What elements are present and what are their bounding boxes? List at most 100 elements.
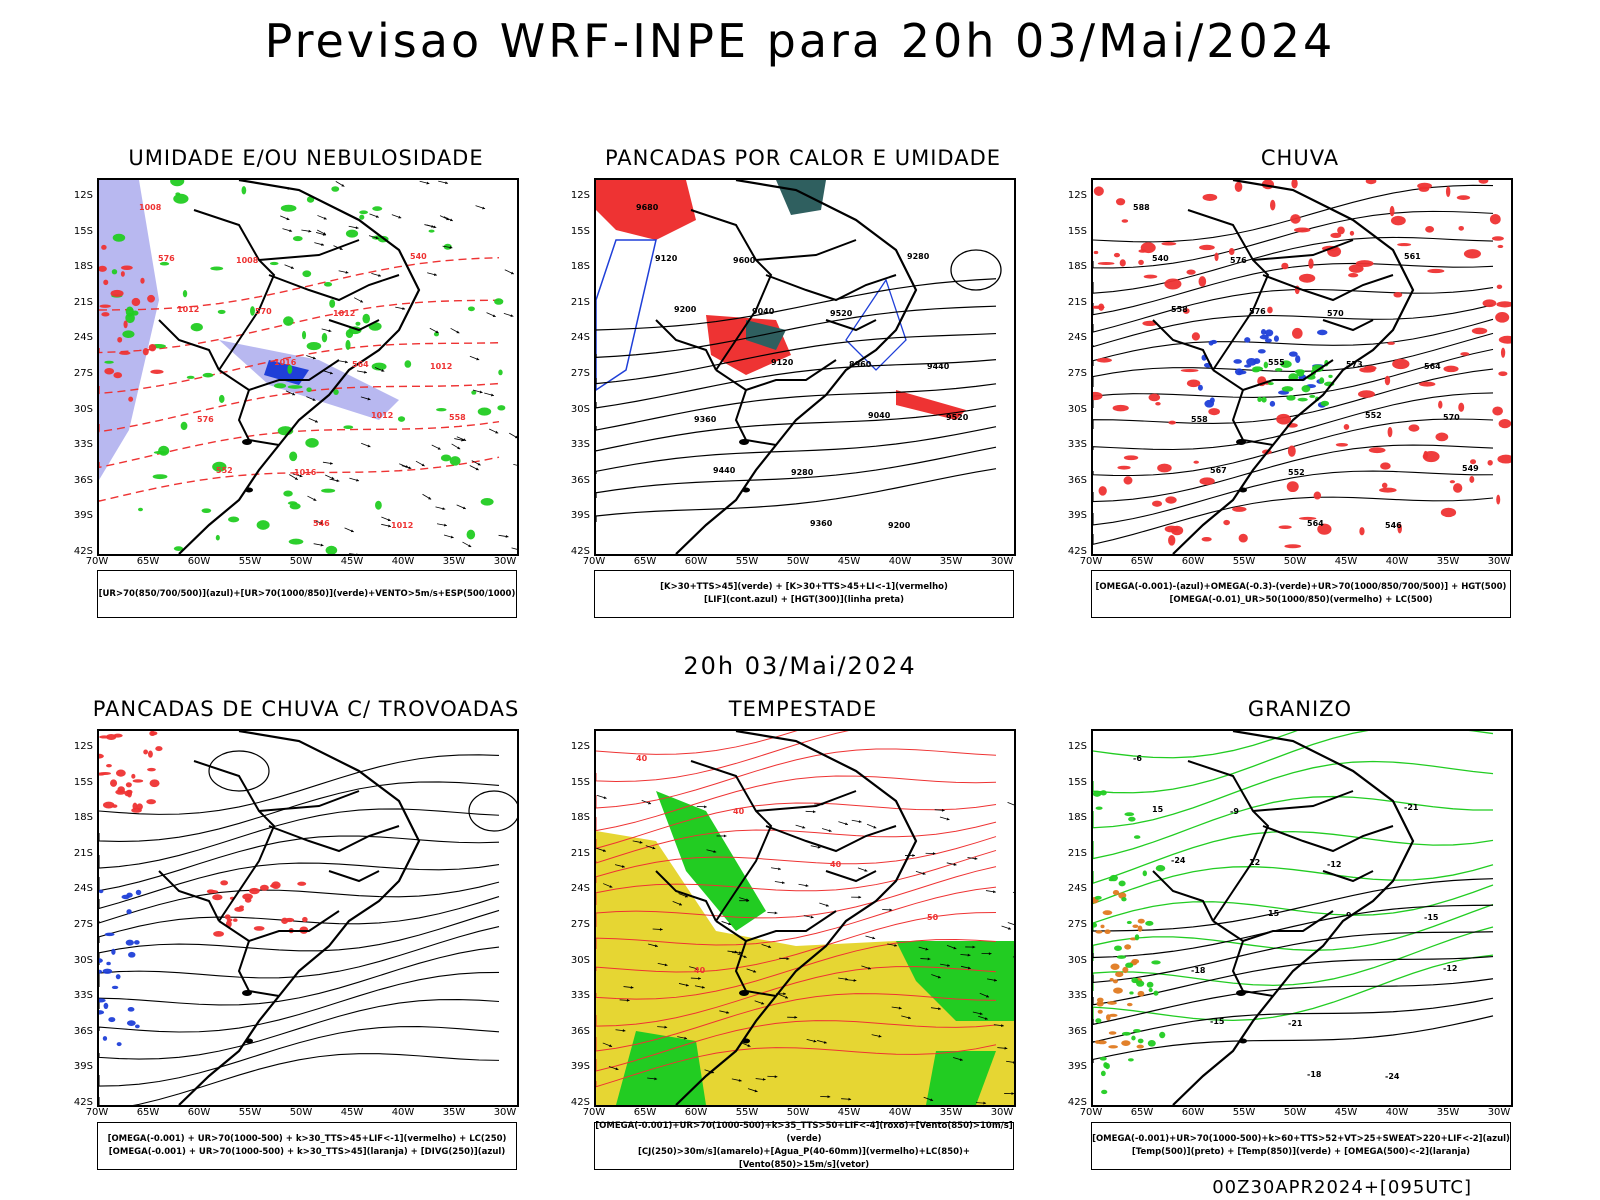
lat-tick-label: 42S — [73, 1097, 93, 1108]
lon-tick-label: 30W — [990, 1107, 1014, 1118]
contour-label: 40 — [733, 807, 745, 816]
lat-tick-label: 36S — [1067, 474, 1087, 486]
panel-6-map-canvas: -6 -9 -12 -15 -18 -21 -24 15 12 9 -12 -15 -18 -21 -24 1… — [1093, 731, 1494, 1105]
lat-tick-label: 12S — [570, 741, 590, 752]
contour-label: 546 — [1385, 521, 1402, 530]
lon-tick-label: 70W — [1079, 1107, 1103, 1118]
lon-tick-label: 60W — [684, 556, 708, 567]
run-info-footer: 00Z30APR2024+[095UTC] — [1212, 1177, 1472, 1198]
lat-tick-label: 36S — [570, 1025, 590, 1037]
contour-label: 1016 — [294, 468, 317, 477]
lat-tick-label: 21S — [570, 847, 590, 859]
lat-tick-label: 24S — [570, 883, 590, 895]
contour-label: 576 — [197, 415, 214, 424]
lon-tick-label: 60W — [187, 556, 211, 567]
lon-tick-label: 45W — [340, 556, 364, 567]
contour-label: -6 — [1133, 754, 1142, 763]
lat-tick-label: 36S — [73, 1025, 93, 1037]
lat-tick-label: 33S — [1067, 990, 1087, 1002]
legend-line: [OMEGA(-0.001) + UR>70(1000-500) + k>30_… — [108, 1147, 506, 1157]
lat-tick-label: 18S — [73, 261, 93, 273]
main-title: Previsao WRF-INPE para 20h 03/Mai/2024 — [264, 14, 1336, 68]
legend-line: [OMEGA(-0.001)-(azul)+OMEGA(-0.3)-(verde… — [1095, 582, 1507, 592]
lat-tick-label: 21S — [73, 847, 93, 859]
panel-4-map-canvas — [99, 731, 517, 1105]
lat-tick-label: 18S — [73, 812, 93, 824]
contour-label: 9280 — [907, 252, 930, 261]
panel-1-title: UMIDADE E/OU NEBULOSIDADE — [128, 146, 484, 170]
contour-label: 546 — [313, 519, 330, 528]
contour-label: -15 — [1210, 1017, 1225, 1026]
contour-label: 15 — [1268, 909, 1280, 918]
legend-line: [OMEGA(-0.001) + UR>70(1000-500) + k>30_… — [107, 1134, 507, 1144]
contour-label: 576 — [1230, 256, 1247, 265]
lon-tick-label: 35W — [939, 1107, 963, 1118]
lat-tick-label: 42S — [73, 546, 93, 557]
contour-label: 9440 — [713, 466, 736, 475]
lon-tick-label: 35W — [442, 1107, 466, 1118]
lat-tick-label: 36S — [73, 474, 93, 486]
lat-tick-label: 24S — [1067, 332, 1087, 344]
lat-tick-label: 18S — [570, 812, 590, 824]
contour-label: 9360 — [810, 519, 833, 528]
lon-tick-label: 60W — [187, 1107, 211, 1118]
lat-tick-label: 30S — [73, 954, 93, 966]
contour-label: 1012 — [391, 521, 413, 530]
lat-tick-label: 21S — [1067, 847, 1087, 859]
contour-label: 1008 — [139, 203, 162, 212]
contour-label: 9280 — [791, 468, 814, 477]
contour-label: 40 — [830, 860, 842, 869]
lat-tick-label: 27S — [73, 919, 93, 930]
contour-label: 549 — [1462, 464, 1479, 473]
lat-tick-label: 18S — [570, 261, 590, 273]
lon-tick-label: 50W — [786, 556, 810, 567]
lat-tick-label: 15S — [1067, 776, 1087, 788]
panel-2-map: 9680 9600 9520 9440 9360 9280 9200 9120 9040 8960… — [594, 178, 1016, 556]
panel-4-title: PANCADAS DE CHUVA C/ TROVOADAS — [92, 697, 520, 721]
lat-tick-label: 12S — [73, 741, 93, 752]
lat-tick-label: 15S — [570, 776, 590, 788]
lon-tick-label: 65W — [136, 1107, 160, 1118]
contour-label: 1012 — [177, 305, 199, 314]
lon-tick-label: 60W — [1181, 1107, 1205, 1118]
lon-tick-label: 40W — [888, 556, 912, 567]
panel-5-map-canvas: 40 40 40 50 40 — [596, 731, 1014, 1105]
lat-tick-label: 42S — [570, 546, 590, 557]
contour-label: -12 — [1327, 860, 1341, 869]
contour-label: 570 — [1327, 309, 1344, 318]
contour-label: -24 — [1171, 856, 1186, 865]
lat-tick-label: 39S — [73, 1061, 93, 1073]
lon-tick-label: 60W — [1181, 556, 1205, 567]
contour-label: 558 — [449, 413, 466, 422]
lon-tick-label: 35W — [939, 556, 963, 567]
lat-tick-label: 24S — [1067, 883, 1087, 895]
contour-label: 564 — [352, 360, 369, 369]
lon-tick-label: 55W — [1232, 1107, 1256, 1118]
contour-label: 1008 — [236, 256, 259, 265]
contour-label: 9360 — [694, 415, 717, 424]
contour-label: 573 — [1346, 360, 1363, 369]
forecast-time-label: 20h 03/Mai/2024 — [683, 652, 917, 680]
lat-tick-label: 15S — [73, 225, 93, 237]
lon-tick-label: 55W — [1232, 556, 1256, 567]
lon-tick-label: 30W — [990, 556, 1014, 567]
lat-tick-label: 27S — [1067, 368, 1087, 379]
lon-tick-label: 40W — [1385, 556, 1409, 567]
contour-label: 540 — [1152, 254, 1169, 263]
contour-label: 9200 — [674, 305, 697, 314]
contour-label: 567 — [1210, 466, 1227, 475]
lon-tick-label: 70W — [582, 556, 606, 567]
lat-tick-label: 27S — [570, 368, 590, 379]
legend-line: [LIF](cont.azul) + [HGT(300)](linha pret… — [703, 595, 905, 605]
lon-tick-label: 50W — [1283, 556, 1307, 567]
contour-label: 40 — [636, 754, 648, 763]
contour-label: 576 — [158, 254, 175, 263]
contour-label: 9680 — [636, 203, 659, 212]
lat-tick-label: 30S — [570, 403, 590, 415]
lon-tick-label: 70W — [85, 556, 109, 567]
lon-tick-label: 50W — [1283, 1107, 1307, 1118]
lat-tick-label: 21S — [570, 296, 590, 308]
contour-label: 1012 — [430, 362, 452, 371]
legend-line: [OMEGA(-0.001)+UR>70(1000-500)+k>60+TTS>… — [1092, 1134, 1510, 1144]
panel-1-map: 1008 1008 1012 1012 576 1016 1012 576 570 564 558 5… — [97, 178, 519, 556]
